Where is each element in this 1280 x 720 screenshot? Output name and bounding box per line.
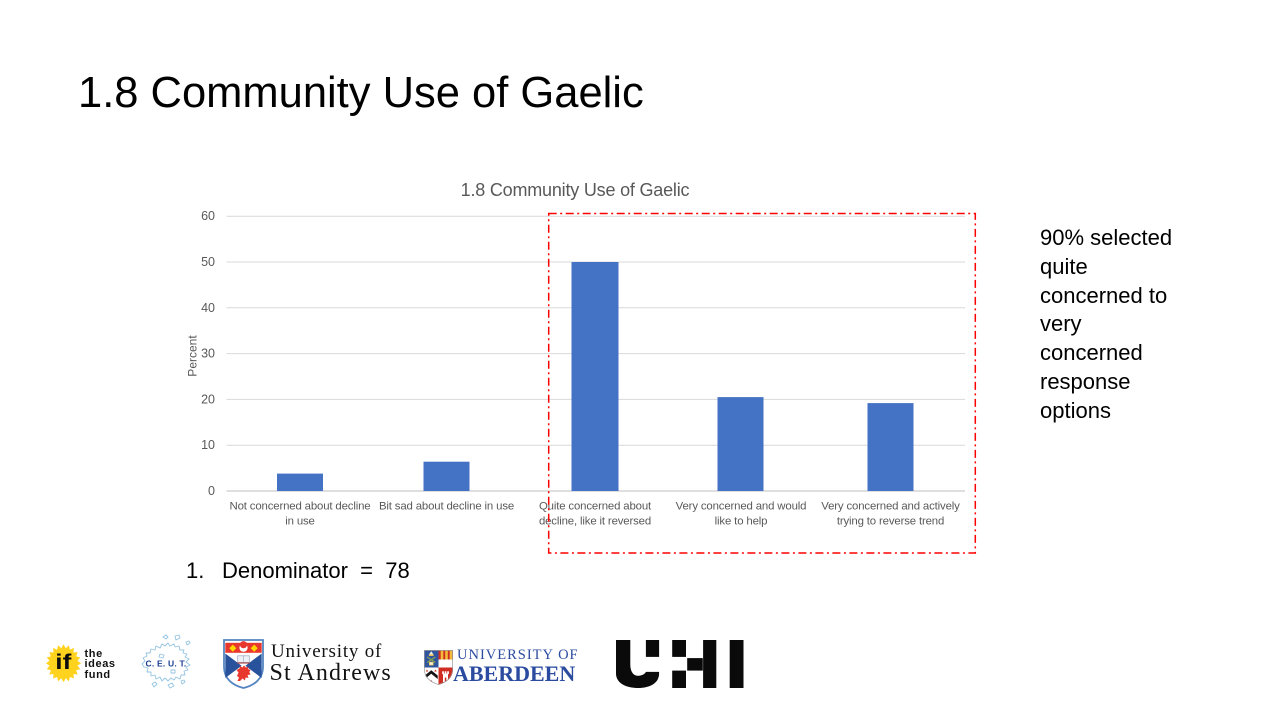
svg-text:Very concerned and actively: Very concerned and actively [821, 501, 960, 513]
svg-text:1.8 Community Use of Gaelic: 1.8 Community Use of Gaelic [461, 180, 690, 200]
svg-text:if: if [55, 650, 72, 674]
svg-text:Quite concerned about: Quite concerned about [539, 501, 652, 513]
svg-text:10: 10 [201, 438, 215, 452]
svg-text:Percent: Percent [186, 335, 200, 377]
svg-text:0: 0 [208, 484, 215, 498]
svg-text:40: 40 [201, 301, 215, 315]
svg-text:in use: in use [285, 515, 315, 527]
svg-text:decline, like it reversed: decline, like it reversed [539, 515, 651, 527]
svg-text:Not concerned about decline: Not concerned about decline [230, 501, 371, 513]
svg-text:trying to reverse trend: trying to reverse trend [837, 515, 944, 527]
svg-text:Bit sad about decline in use: Bit sad about decline in use [379, 501, 514, 513]
svg-text:like to help: like to help [715, 515, 768, 527]
svg-text:50: 50 [201, 255, 215, 269]
svg-text:30: 30 [201, 347, 215, 361]
svg-text:Very concerned and would: Very concerned and would [676, 501, 807, 513]
svg-text:C. E. U. T.: C. E. U. T. [146, 659, 187, 669]
svg-text:60: 60 [201, 209, 215, 223]
svg-text:20: 20 [201, 392, 215, 406]
